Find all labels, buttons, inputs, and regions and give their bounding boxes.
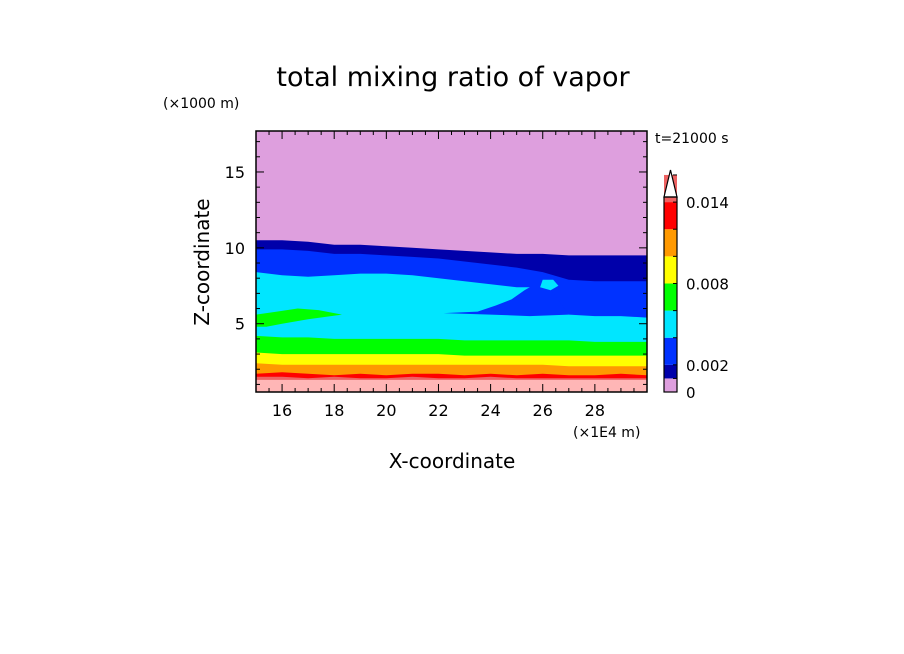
x-tick-label: 20 [376,401,396,420]
contour-feature [540,279,559,291]
x-tick-label: 26 [533,401,553,420]
y-tick-label: 5 [235,315,245,334]
x-tick-label: 22 [428,401,448,420]
chart-title: total mixing ratio of vapor [276,62,630,93]
colorbar-swatch [664,283,677,311]
x-tick-label: 28 [585,401,605,420]
colorbar-frame [663,196,678,393]
colorbar-label: 0.002 [686,357,729,375]
y-unit-label: (×1000 m) [163,96,239,112]
colorbar-swatch [664,256,677,284]
x-unit-label: (×1E4 m) [573,425,640,441]
y-tick-label: 15 [225,163,245,182]
y-axis: 5 10 15 [225,141,647,385]
colorbar-label: 0.014 [686,194,729,212]
colorbar-swatch [664,337,677,365]
contour-feature [443,285,569,317]
colorbar-swatch [664,202,677,230]
colorbar-swatch [664,310,677,338]
y-axis-label: Z-coordinate [190,198,214,325]
plot-area [255,130,648,393]
x-axis: 16 18 20 22 24 26 28 [255,131,648,420]
time-label: t=21000 s [655,131,729,147]
colorbar: 0 0.002 0.008 0.014 [663,169,729,402]
x-tick-label: 16 [272,401,292,420]
colorbar-label: 0.008 [686,275,729,293]
x-tick-label: 24 [480,401,500,420]
contour-feature [256,308,342,327]
x-tick-label: 18 [324,401,344,420]
x-axis-label: X-coordinate [389,449,516,473]
y-tick-label: 10 [225,239,245,258]
colorbar-label: 0 [686,384,696,402]
colorbar-swatch [664,378,677,392]
colorbar-swatch [664,364,677,379]
colorbar-swatch [664,229,677,257]
contour-band [256,379,647,392]
